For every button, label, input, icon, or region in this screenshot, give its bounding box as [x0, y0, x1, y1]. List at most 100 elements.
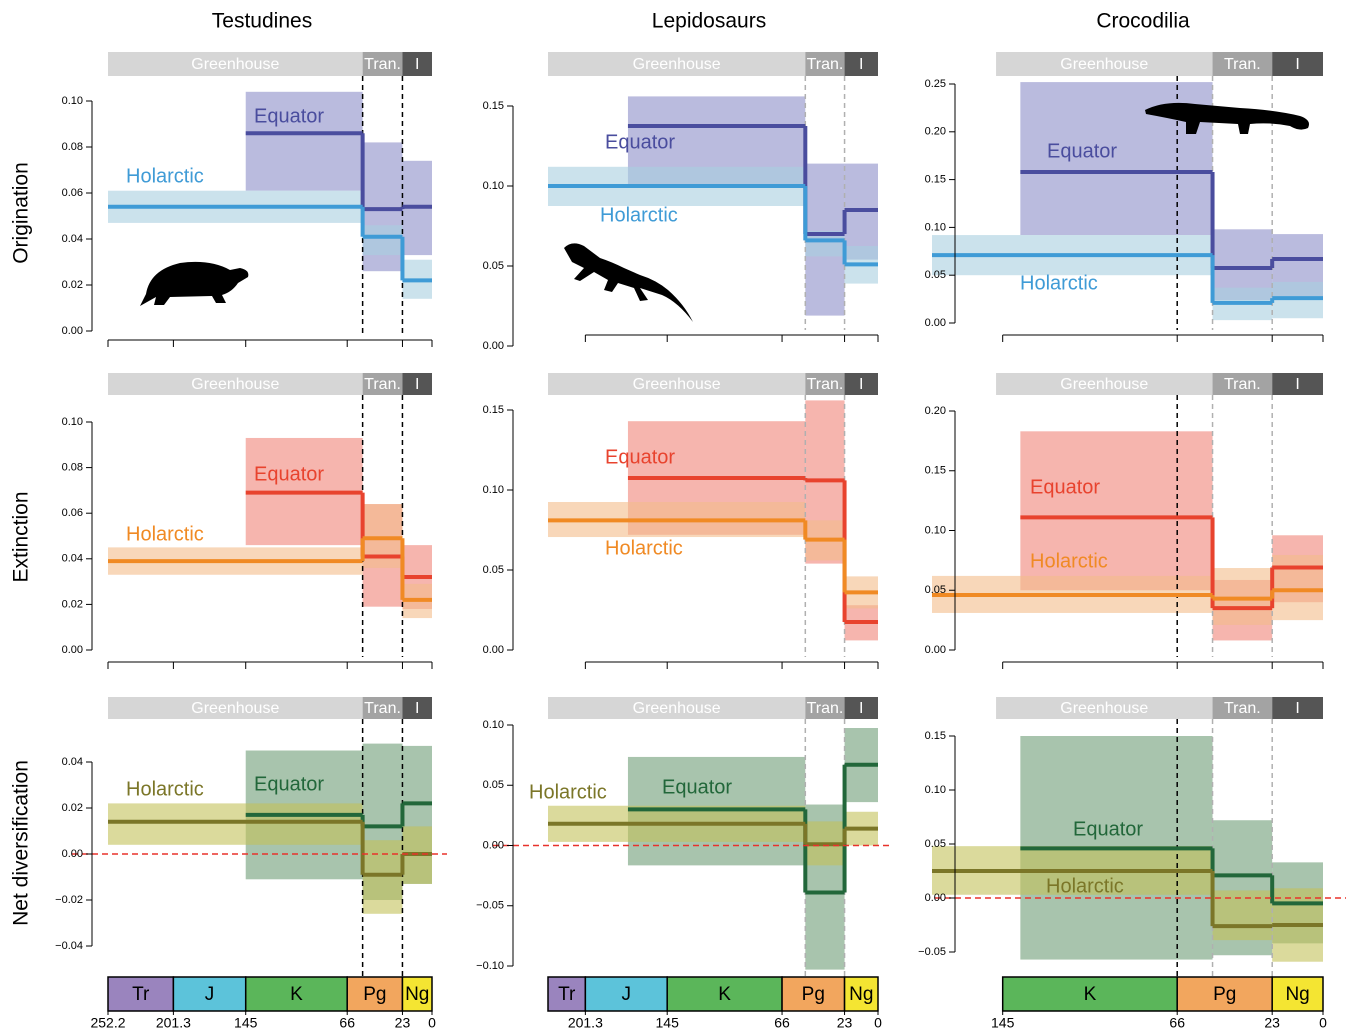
y-tick-label: 0.06 — [62, 507, 83, 519]
y-tick-label: 0.10 — [483, 180, 504, 192]
climate-bar — [362, 52, 403, 76]
x-tick-label: 145 — [234, 1015, 258, 1031]
stage-label: K — [290, 984, 303, 1005]
climate-label: Greenhouse — [191, 376, 279, 393]
y-tick-label: −0.10 — [476, 960, 504, 972]
x-tick-label: 66 — [339, 1015, 355, 1031]
y-tick-label: 0.15 — [925, 730, 946, 742]
stage-label: Pg — [802, 984, 825, 1005]
y-tick-label: 0.00 — [62, 325, 83, 337]
y-tick-label: 0.08 — [62, 141, 83, 153]
y-tick-label: 0.15 — [925, 174, 946, 186]
climate-bar — [402, 52, 432, 76]
stage-label: Ng — [1285, 984, 1309, 1005]
row-label: Net diversification — [10, 760, 33, 926]
series-label: Holarctic — [126, 778, 204, 800]
climate-label: Tran. — [807, 700, 844, 717]
confidence-band — [1212, 890, 1273, 941]
climate-bar — [844, 52, 878, 76]
y-tick-label: 0.00 — [925, 892, 946, 904]
column-title: Testudines — [212, 10, 312, 33]
climate-bar — [548, 697, 806, 719]
climate-bar — [548, 52, 806, 76]
y-tick-label: 0.10 — [483, 484, 504, 496]
y-tick-label: 0.02 — [62, 598, 83, 610]
series-label: Equator — [254, 463, 324, 485]
y-tick-label: −0.05 — [476, 900, 504, 912]
climate-label: I — [1295, 700, 1299, 717]
y-tick-label: 0.10 — [925, 221, 946, 233]
row-label: Extinction — [10, 491, 33, 582]
x-tick-label: 0 — [1319, 1015, 1327, 1031]
y-tick-label: 0.05 — [925, 269, 946, 281]
column-title: Lepidosaurs — [652, 10, 766, 33]
climate-label: Tran. — [1224, 56, 1261, 73]
climate-label: Greenhouse — [191, 700, 279, 717]
climate-bar — [805, 52, 845, 76]
confidence-band — [1212, 568, 1273, 625]
climate-bar — [108, 697, 363, 719]
stage-label: K — [1084, 984, 1097, 1005]
climate-label: Greenhouse — [1060, 376, 1148, 393]
climate-label: I — [859, 56, 863, 73]
stage-box — [346, 976, 404, 1012]
row-label: Origination — [10, 162, 33, 264]
crocodile-silhouette — [1145, 102, 1309, 134]
climate-bar — [402, 373, 432, 395]
stage-label: Pg — [363, 984, 386, 1005]
stage-box — [1271, 976, 1324, 1012]
y-tick-label: 0.10 — [925, 524, 946, 536]
x-tick-label: 0 — [874, 1015, 882, 1031]
climate-bar — [402, 697, 432, 719]
stage-label: Ng — [849, 984, 873, 1005]
climate-label: I — [1295, 56, 1299, 73]
y-tick-label: −0.04 — [55, 940, 83, 952]
y-tick-label: 0.00 — [483, 644, 504, 656]
series-label: Equator — [605, 446, 675, 468]
series-label: Holarctic — [529, 781, 607, 803]
column-title: Crocodilia — [1096, 10, 1190, 33]
y-tick-label: 0.20 — [925, 405, 946, 417]
y-tick-label: 0.25 — [925, 78, 946, 90]
climate-bar — [1212, 373, 1273, 395]
y-tick-label: 0.15 — [925, 465, 946, 477]
confidence-band — [1272, 554, 1323, 621]
y-tick-label: 0.06 — [62, 187, 83, 199]
y-tick-label: 0.02 — [62, 279, 83, 291]
climate-label: I — [859, 700, 863, 717]
series-label: Equator — [254, 105, 324, 127]
stage-label: Pg — [1213, 984, 1236, 1005]
climate-bar — [996, 52, 1213, 76]
confidence-band — [362, 225, 403, 256]
series-label: Equator — [1047, 140, 1117, 162]
climate-bar — [844, 697, 878, 719]
y-tick-label: 0.20 — [925, 126, 946, 138]
climate-bar — [1212, 697, 1273, 719]
y-tick-label: 0.05 — [483, 564, 504, 576]
confidence-band — [245, 91, 363, 191]
climate-bar — [1212, 52, 1273, 76]
series-label: Holarctic — [600, 204, 678, 226]
stage-label: K — [718, 984, 731, 1005]
stage-box — [666, 976, 783, 1012]
climate-bar — [1272, 373, 1323, 395]
climate-bar — [362, 373, 403, 395]
climate-bar — [805, 373, 845, 395]
x-tick-label: 0 — [428, 1015, 436, 1031]
stage-box — [107, 976, 175, 1012]
x-tick-label: 23 — [1264, 1015, 1280, 1031]
stage-box — [172, 976, 247, 1012]
stage-box — [843, 976, 879, 1012]
y-tick-label: 0.04 — [62, 233, 83, 245]
climate-label: I — [1295, 376, 1299, 393]
y-tick-label: −0.05 — [918, 946, 946, 958]
stage-label: J — [622, 984, 632, 1005]
y-tick-label: 0.05 — [483, 779, 504, 791]
climate-label: Greenhouse — [191, 56, 279, 73]
climate-label: Tran. — [364, 376, 401, 393]
climate-label: Greenhouse — [633, 56, 721, 73]
y-tick-label: 0.00 — [483, 839, 504, 851]
x-tick-label: 66 — [1169, 1015, 1185, 1031]
x-tick-label: 145 — [991, 1015, 1015, 1031]
climate-label: I — [415, 56, 419, 73]
